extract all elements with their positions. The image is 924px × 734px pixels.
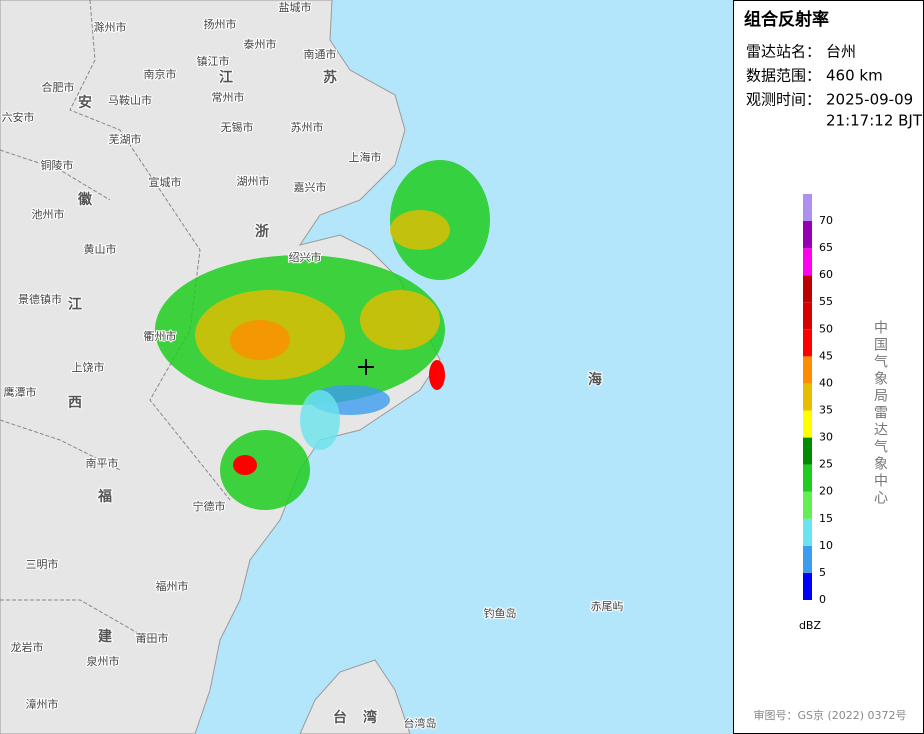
place-label: 常州市 [212, 90, 245, 104]
row-label: 数据范围： [746, 67, 821, 85]
place-label: 滁州市 [94, 20, 127, 34]
place-label: 鹰潭市 [4, 385, 37, 399]
source-text: 中国气象局雷达气象中心 [872, 320, 888, 507]
place-label: 钓鱼岛 [484, 606, 517, 620]
place-label: 扬州市 [204, 17, 237, 31]
legend-swatch [803, 545, 812, 573]
legend-swatch [803, 383, 812, 411]
region-label: 安 [78, 94, 92, 111]
place-label: 马鞍山市 [108, 93, 152, 107]
legend-swatch [803, 275, 812, 303]
row-value: 2025-09-09 [826, 91, 913, 109]
legend-swatch [803, 329, 812, 357]
legend-swatch [803, 356, 812, 384]
legend-swatch [803, 193, 812, 222]
row-label: 观测时间： [746, 91, 821, 109]
region-label: 湾 [363, 709, 377, 726]
place-label: 绍兴市 [289, 250, 322, 264]
place-label: 黄山市 [84, 242, 117, 256]
approval: 审图号：GS京 (2022) 0372号 [753, 708, 906, 722]
place-label: 宁德市 [193, 499, 226, 513]
region-label: 徽 [77, 191, 93, 208]
legend-label: 25 [819, 458, 833, 471]
place-label: 南京市 [144, 67, 177, 81]
borders [0, 0, 231, 641]
radar-site [358, 359, 374, 375]
place-label: 南通市 [304, 47, 337, 61]
row-value: 21:17:12 BJT [826, 112, 923, 130]
region-label: 江 [219, 69, 233, 86]
legend-label: 35 [819, 404, 833, 417]
place-label: 盐城市 [279, 0, 312, 14]
legend-swatch [803, 302, 812, 330]
legend-swatch [803, 221, 812, 249]
region-label: 海 [588, 371, 602, 388]
region-label: 浙 [255, 223, 269, 240]
place-label: 无锡市 [221, 120, 254, 134]
place-label: 上饶市 [72, 360, 105, 374]
place-label: 赤尾屿 [591, 600, 624, 613]
place-label: 福州市 [156, 579, 189, 593]
legend-unit: dBZ [799, 619, 822, 632]
place-label: 漳州市 [26, 697, 59, 711]
legend-label: 70 [819, 214, 833, 227]
legend-swatch [803, 491, 812, 519]
region-label: 苏 [323, 69, 337, 86]
legend-label: 40 [819, 376, 833, 389]
row-value: 460 km [826, 67, 883, 85]
row-value: 台州 [826, 43, 856, 61]
legend-swatch [803, 464, 812, 492]
place-label: 宣城市 [149, 175, 182, 189]
legend-label: 60 [819, 268, 833, 281]
legend-label: 10 [819, 539, 833, 552]
legend-label: 15 [819, 512, 833, 525]
place-label: 合肥市 [42, 80, 75, 94]
region-label: 西 [68, 395, 82, 411]
legend-swatch [803, 248, 812, 276]
taiwan [299, 659, 411, 734]
place-label: 芜湖市 [109, 132, 142, 146]
place-label: 泉州市 [87, 654, 120, 668]
place-label: 湖州市 [237, 174, 270, 188]
place-label: 铜陵市 [41, 158, 74, 172]
place-label: 龙岩市 [11, 640, 44, 654]
place-label: 衢州市 [144, 329, 177, 343]
legend-label: 50 [819, 322, 833, 335]
place-label: 三明市 [26, 557, 59, 571]
legend-label: 20 [819, 485, 833, 498]
place-label: 泰州市 [244, 37, 277, 51]
legend-label: 30 [819, 431, 833, 444]
place-label: 嘉兴市 [294, 180, 327, 194]
place-label: 景德镇市 [18, 292, 62, 306]
region-label: 江 [68, 296, 82, 313]
legend-swatch [803, 572, 812, 600]
panel-title: 组合反射率 [744, 9, 829, 30]
place-label: 莆田市 [136, 631, 169, 645]
place-label: 南平市 [86, 456, 119, 470]
legend-label: 65 [819, 241, 833, 254]
region-label: 台 [333, 709, 347, 726]
place-label: 台湾岛 [404, 716, 437, 730]
legend-label: 55 [819, 295, 833, 308]
place-label: 上海市 [349, 150, 382, 164]
legend-swatch [803, 410, 812, 438]
place-label: 池州市 [32, 207, 65, 221]
region-label: 福 [97, 488, 112, 505]
info-panel [733, 0, 924, 734]
legend-swatch [803, 518, 812, 546]
place-label: 镇江市 [197, 54, 230, 68]
place-label: 六安市 [2, 110, 35, 124]
place-label: 苏州市 [291, 120, 324, 134]
legend-label: 5 [819, 566, 826, 579]
region-label: 建 [98, 628, 112, 645]
legend-label: 0 [819, 593, 826, 606]
row-label: 雷达站名： [746, 43, 821, 61]
legend-label: 45 [819, 349, 833, 362]
legend-swatch [803, 437, 812, 465]
